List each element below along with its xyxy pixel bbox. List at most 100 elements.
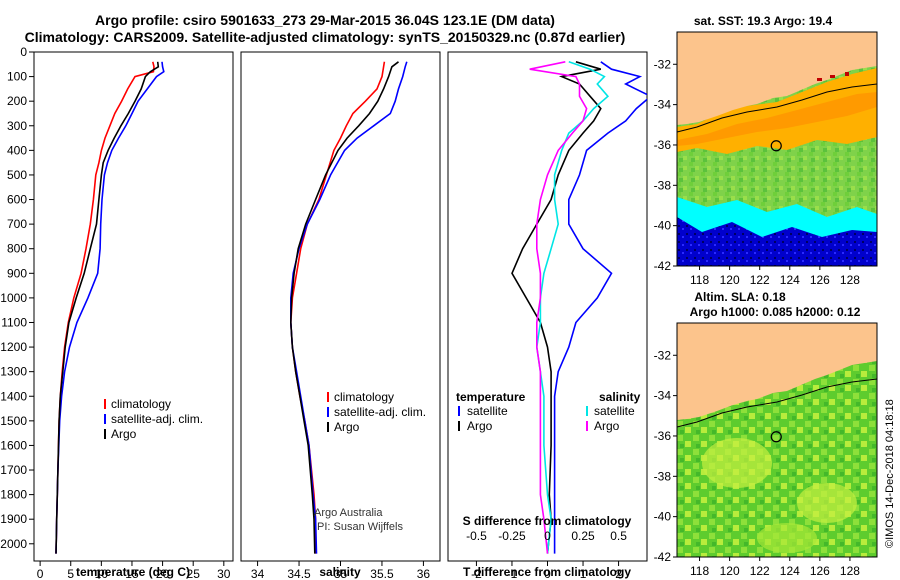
lon-tick-label: 122 xyxy=(750,273,770,287)
sla-map-axes: 118 120 122 124 126 128 -32 -34 -36 -38 -40 -42 xyxy=(654,348,861,578)
sst-land xyxy=(677,32,877,125)
depth-tick-label: 1600 xyxy=(0,438,27,452)
lat-tick-label: -38 xyxy=(654,469,672,483)
lat-tick-label: -40 xyxy=(654,219,672,233)
x-tick-label: 36 xyxy=(417,567,431,580)
series-line-argo xyxy=(55,61,160,554)
series-line-satellite-salinity xyxy=(535,61,610,554)
t-difference-xlabel: T difference from climatology xyxy=(463,565,631,579)
s-tick-label: -0.5 xyxy=(466,529,487,543)
argo-float-marker xyxy=(770,431,782,443)
sst-hot-spot xyxy=(830,75,835,78)
legend-label-argo: Argo xyxy=(334,420,360,434)
x-tick-label: 34 xyxy=(251,567,265,580)
sst-coldest-band xyxy=(677,217,877,266)
depth-tick-label: 1000 xyxy=(0,291,27,305)
x-tick-label: 0 xyxy=(544,567,551,580)
depth-axis: 0 100 200 300 400 500 600 700 800 900 1000 1100 1200… xyxy=(0,45,452,551)
lat-tick-label: -32 xyxy=(654,348,672,362)
lat-tick-label: -36 xyxy=(654,429,672,443)
sla-map-title: Altim. SLA: 0.18 xyxy=(694,290,786,304)
lon-tick-label: 126 xyxy=(810,564,830,578)
depth-tick-label: 900 xyxy=(7,266,27,280)
x-tick-label: 30 xyxy=(217,567,231,580)
s-tick-label: 0.25 xyxy=(571,529,595,543)
legend-label-s-argo: Argo xyxy=(594,419,620,433)
figure-title-line1: Argo profile: csiro 5901633_273 29-Mar-2… xyxy=(95,12,555,28)
depth-tick-label: 300 xyxy=(7,119,27,133)
sla-high-patch xyxy=(757,523,817,553)
depth-tick-label: 1700 xyxy=(0,463,27,477)
sst-warmer-band xyxy=(677,92,877,146)
legend-label-t-argo: Argo xyxy=(467,419,493,433)
x-tick-label: 10 xyxy=(95,567,109,580)
difference-legend: temperature satellite Argo salinity sate… xyxy=(456,390,641,433)
difference-series xyxy=(511,61,647,554)
x-tick-label: 35 xyxy=(334,567,348,580)
s-tick-label: -0.25 xyxy=(498,529,526,543)
depth-tick-label: 1900 xyxy=(0,512,27,526)
x-tick-label: -1 xyxy=(507,567,518,580)
x-tick-label: 34.5 xyxy=(287,567,311,580)
legend-label-s-satellite: satellite xyxy=(594,404,635,418)
s-difference-x-axis: -0.5 -0.25 0 0.25 0.5 xyxy=(466,529,627,543)
depth-tick-label: 0 xyxy=(20,45,27,59)
lat-tick-label: -36 xyxy=(654,138,672,152)
sst-map-frame xyxy=(676,31,878,267)
lon-tick-label: 124 xyxy=(780,564,800,578)
depth-tick-label: 1500 xyxy=(0,414,27,428)
sst-map-axes: 118 120 122 124 126 128 -32 -34 -36 -38 -40 -42 xyxy=(654,57,861,287)
legend-label-t-satellite: satellite xyxy=(467,404,508,418)
depth-tick-label: 1800 xyxy=(0,488,27,502)
depth-tick-label: 700 xyxy=(7,217,27,231)
temperature-legend: climatology satellite-adj. clim. Argo xyxy=(104,397,203,441)
legend-label-climatology: climatology xyxy=(334,390,394,404)
depth-tick-label: 2000 xyxy=(0,537,27,551)
x-tick-label: -2 xyxy=(471,567,482,580)
salinity-panel: 34 34.5 35 35.5 36 salinity climatology sate… xyxy=(240,51,441,580)
depth-tick-label: 500 xyxy=(7,168,27,182)
legend-label-climatology: climatology xyxy=(111,397,171,411)
sla-land xyxy=(677,323,877,420)
temperature-x-axis: 0 5 10 15 20 25 30 xyxy=(37,561,231,580)
legend-label-satellite: satellite-adj. clim. xyxy=(111,412,203,426)
lat-tick-label: -38 xyxy=(654,178,672,192)
sst-hot-spot xyxy=(845,72,849,76)
depth-tick-label: 1400 xyxy=(0,389,27,403)
argo-float-marker xyxy=(770,140,782,152)
lon-tick-label: 118 xyxy=(690,564,709,578)
imos-credit: ©IMOS 14-Dec-2018 04:18:18 xyxy=(884,399,896,548)
sst-hot-spot xyxy=(817,78,822,81)
lon-tick-label: 118 xyxy=(690,273,709,287)
x-tick-label: 20 xyxy=(156,567,170,580)
x-tick-label: 2 xyxy=(615,567,622,580)
salinity-series xyxy=(289,61,408,554)
sla-shelf-contour xyxy=(677,378,877,428)
lat-tick-label: -42 xyxy=(654,259,672,273)
lat-tick-label: -34 xyxy=(654,389,672,403)
sla-map-field xyxy=(677,323,877,557)
legend-title-temperature: temperature xyxy=(456,390,526,404)
x-tick-label: 1 xyxy=(580,567,587,580)
lon-tick-label: 126 xyxy=(810,273,830,287)
lon-tick-label: 128 xyxy=(840,273,860,287)
sst-shelf-contour xyxy=(677,83,877,133)
sla-high-patch xyxy=(702,438,772,488)
temperature-panel: 0100200300400500600700800900100011001200… xyxy=(0,45,452,580)
temperature-xlabel: temperature (deg C) xyxy=(76,565,190,579)
lat-tick-label: -34 xyxy=(654,98,672,112)
temperature-series xyxy=(55,61,165,554)
x-tick-label: 35.5 xyxy=(370,567,394,580)
depth-tick-label: 200 xyxy=(7,94,27,108)
lon-tick-label: 124 xyxy=(780,273,800,287)
lon-tick-label: 120 xyxy=(720,564,740,578)
x-tick-label: 0 xyxy=(37,567,44,580)
salinity-xlabel: salinity xyxy=(319,565,361,579)
salinity-x-axis: 34 34.5 35 35.5 36 xyxy=(251,561,431,580)
depth-tick-label: 800 xyxy=(7,242,27,256)
s-tick-label: 0.5 xyxy=(610,529,627,543)
figure-title-line2: Climatology: CARS2009. Satellite-adjuste… xyxy=(25,29,626,45)
lon-tick-label: 122 xyxy=(750,564,770,578)
temperature-plot-frame xyxy=(33,51,234,562)
lat-tick-label: -42 xyxy=(654,550,672,564)
